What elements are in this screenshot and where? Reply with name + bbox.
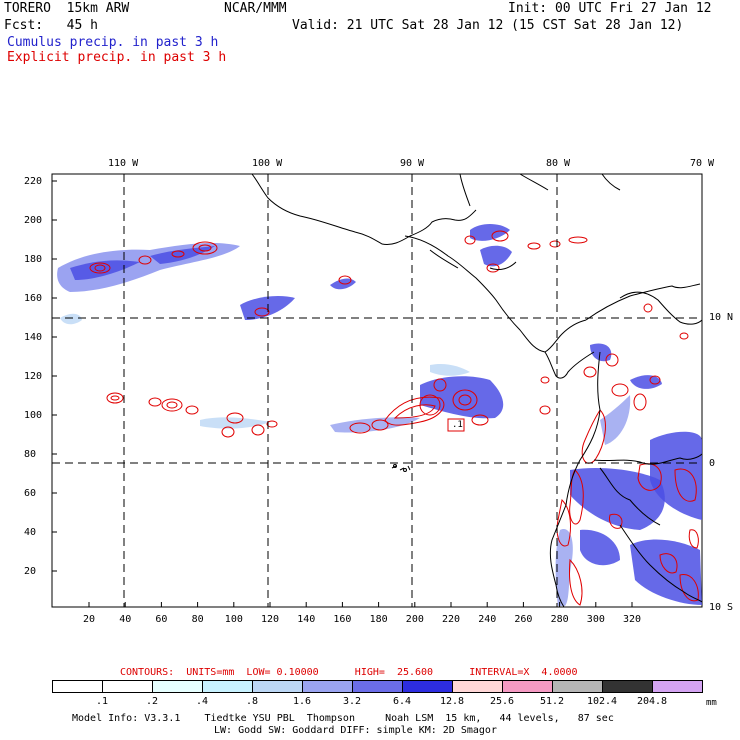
bottom-tick-label: 40 <box>119 614 132 625</box>
colorbar-swatch <box>202 680 253 693</box>
bottom-tick-label: 260 <box>514 614 533 625</box>
bottom-tick-label: 100 <box>224 614 243 625</box>
cumulus-precip <box>57 224 702 606</box>
bottom-tick-label: 240 <box>478 614 497 625</box>
left-tick-label: 80 <box>24 449 37 460</box>
colorbar-label: .1 <box>95 696 109 707</box>
left-tick-label: 60 <box>24 488 37 499</box>
model-name: TORERO 15km ARW <box>4 1 130 16</box>
contours-caption: CONTOURS: UNITS=mm LOW= 0.10000 HIGH= 25… <box>120 667 578 678</box>
left-tick-label: 120 <box>24 371 43 382</box>
right-label-10s: 10 S <box>709 602 734 613</box>
colorbar-label: .2 <box>145 696 159 707</box>
colorbar-swatch <box>602 680 653 693</box>
bottom-tick-label: 320 <box>623 614 642 625</box>
colorbar-label: .8 <box>245 696 259 707</box>
bottom-tick-label: 140 <box>297 614 316 625</box>
coastlines <box>251 173 703 608</box>
colorbar-swatch <box>452 680 503 693</box>
colorbar-label: 12.8 <box>439 696 465 707</box>
top-label-100w: 100 W <box>252 158 283 169</box>
light-precip <box>60 313 470 429</box>
axis-ticks <box>52 180 633 607</box>
field-cumulus-label: Cumulus precip. in past 3 h <box>7 35 219 50</box>
colorbar-swatch <box>652 680 703 693</box>
bottom-tick-label: 220 <box>442 614 461 625</box>
colorbar-swatch <box>102 680 153 693</box>
left-tick-label: 140 <box>24 332 43 343</box>
explicit-precip-contours <box>89 230 699 606</box>
left-tick-label: 200 <box>24 215 43 226</box>
left-tick-label: 40 <box>24 527 37 538</box>
colorbar-unit: mm <box>706 698 717 708</box>
top-label-80w: 80 W <box>546 158 571 169</box>
colorbar-label: 6.4 <box>392 696 412 707</box>
colorbar-swatch <box>502 680 553 693</box>
colorbar-swatch <box>302 680 353 693</box>
model-info-line2: LW: Godd SW: Goddard DIFF: simple KM: 2D… <box>214 725 497 736</box>
map-point-label: .1 <box>452 420 463 430</box>
colorbar-label: .4 <box>195 696 209 707</box>
left-tick-label: 100 <box>24 410 43 421</box>
top-label-110w: 110 W <box>108 158 139 169</box>
colorbar-label: 204.8 <box>636 696 668 707</box>
bottom-tick-label: 300 <box>586 614 605 625</box>
organization: NCAR/MMM <box>224 1 287 16</box>
model-info-line1: Model Info: V3.3.1 Tiedtke YSU PBL Thomp… <box>72 713 614 724</box>
valid-time: Valid: 21 UTC Sat 28 Jan 12 (15 CST Sat … <box>292 18 684 33</box>
left-tick-label: 180 <box>24 254 43 265</box>
bottom-tick-label: 280 <box>550 614 569 625</box>
colorbar-label: 3.2 <box>342 696 362 707</box>
colorbar-swatch <box>52 680 103 693</box>
bottom-tick-label: 80 <box>191 614 204 625</box>
colorbar-label: 51.2 <box>539 696 565 707</box>
right-label-10n: 10 N <box>709 312 734 323</box>
bottom-tick-label: 200 <box>405 614 424 625</box>
forecast-hour: Fcst: 45 h <box>4 18 98 33</box>
bottom-tick-label: 180 <box>369 614 388 625</box>
colorbar-label: 1.6 <box>292 696 312 707</box>
field-explicit-label: Explicit precip. in past 3 h <box>7 50 227 65</box>
bottom-tick-label: 120 <box>261 614 280 625</box>
colorbar-swatch <box>552 680 603 693</box>
top-label-90w: 90 W <box>400 158 425 169</box>
colorbar-swatch <box>252 680 303 693</box>
right-label-0: 0 <box>709 458 716 469</box>
bottom-tick-label: 160 <box>333 614 352 625</box>
map-label-box <box>447 418 465 432</box>
left-tick-label: 220 <box>24 176 43 187</box>
lat-lon-grid <box>52 174 702 607</box>
colorbar-label: 102.4 <box>586 696 618 707</box>
colorbar-swatch <box>402 680 453 693</box>
left-tick-label: 160 <box>24 293 43 304</box>
colorbar-swatch <box>352 680 403 693</box>
bottom-tick-label: 60 <box>155 614 168 625</box>
top-label-70w: 70 W <box>690 158 715 169</box>
bottom-tick-label: 20 <box>83 614 96 625</box>
init-time: Init: 00 UTC Fri 27 Jan 12 <box>508 1 712 16</box>
colorbar-label: 25.6 <box>489 696 515 707</box>
colorbar-swatch <box>152 680 203 693</box>
left-tick-label: 20 <box>24 566 37 577</box>
